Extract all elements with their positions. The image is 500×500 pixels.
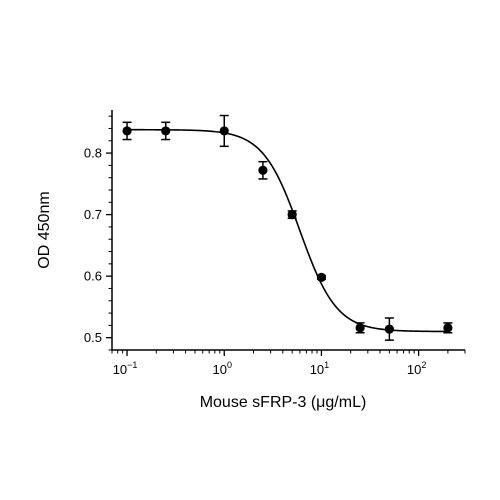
data-point [258,165,268,175]
data-point-group [219,114,229,148]
x-tick-label: 100 [213,360,232,377]
data-point-group [258,160,268,180]
fit-curve-layer [127,128,448,333]
data-point [219,126,229,136]
x-tick-label: 102 [407,360,426,377]
data-point-group [316,272,327,282]
data-point-group [122,121,132,141]
x-tick-label: 10−1 [113,360,138,377]
y-tick-label: 0.8 [84,146,102,161]
axis-labels-layer: Mouse sFRP-3 (μg/mL) OD 450nm [36,191,366,411]
data-point [287,210,297,220]
y-tick-label: 0.5 [84,330,102,345]
y-axis-title: OD 450nm [36,191,53,268]
data-point-group [443,322,453,334]
data-points-layer [122,114,453,341]
data-point [122,126,132,136]
x-axis-title: Mouse sFRP-3 (μg/mL) [200,394,367,411]
data-point [355,323,365,333]
y-tick-label: 0.6 [84,269,102,284]
axes: 0.5 0.6 0.7 0.8 10−1 100 101 102 [84,110,466,377]
data-point-group [355,322,365,334]
fit-curve [127,128,448,333]
x-tick-label: 101 [310,360,329,377]
y-tick-label: 0.7 [84,207,102,222]
data-point [161,126,171,136]
data-point [443,323,453,333]
data-point [316,272,327,282]
data-point-group [161,121,171,141]
data-point-group [287,210,297,220]
data-point [384,324,394,334]
data-point-group [384,317,394,341]
